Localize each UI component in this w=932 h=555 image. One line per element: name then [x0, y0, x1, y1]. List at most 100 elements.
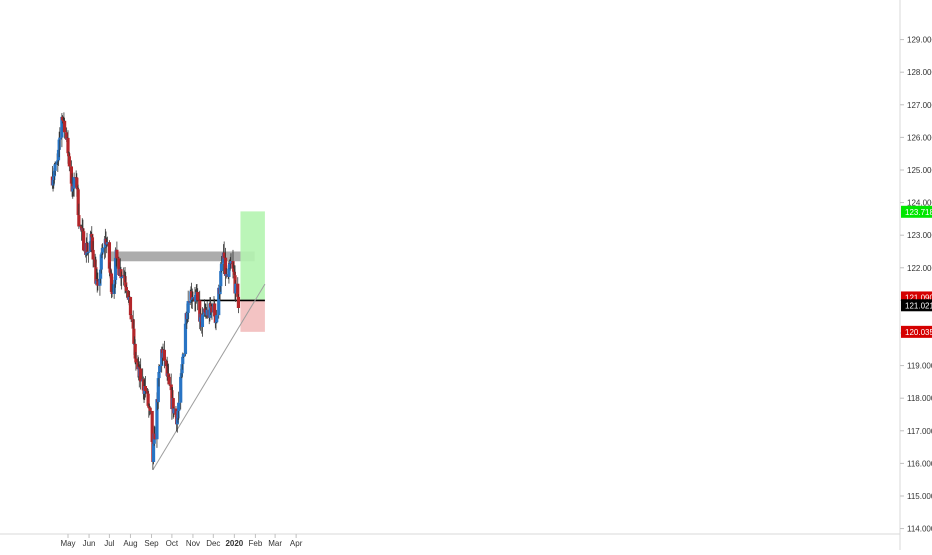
- candle-body: [91, 249, 95, 260]
- candle-body: [215, 315, 219, 323]
- candle-body: [129, 315, 133, 320]
- candle: [139, 358, 143, 390]
- candle: [143, 376, 148, 398]
- candle-body: [236, 283, 240, 297]
- candle: [129, 314, 133, 323]
- candle: [219, 255, 224, 273]
- candle-body: [223, 257, 228, 276]
- candle-body: [162, 349, 167, 361]
- candle-body: [75, 177, 79, 188]
- candle: [110, 283, 114, 298]
- candle: [95, 269, 99, 293]
- candle-body: [222, 252, 226, 260]
- candle-body: [185, 312, 190, 320]
- candle-body: [132, 328, 136, 344]
- candle: [67, 152, 71, 172]
- candle: [91, 241, 95, 268]
- candle-body: [124, 282, 128, 288]
- candle-body: [136, 362, 140, 370]
- candle: [77, 203, 81, 229]
- candle-body: [124, 287, 128, 291]
- y-tick-label: 122.000: [907, 264, 932, 273]
- price-label-text: 123.718: [905, 208, 932, 217]
- take-profit-zone[interactable]: [240, 211, 265, 300]
- candle: [93, 253, 97, 268]
- candle-body: [183, 323, 188, 355]
- candle: [134, 352, 138, 371]
- candle: [82, 228, 86, 252]
- candle-body: [218, 286, 222, 295]
- candle: [128, 296, 133, 316]
- x-tick-label: May: [60, 539, 75, 548]
- candle: [200, 307, 205, 337]
- candle-body: [214, 322, 218, 324]
- candle-body: [208, 303, 212, 318]
- candle-body: [153, 433, 157, 440]
- candle-body: [81, 228, 85, 232]
- candle-body: [95, 279, 99, 282]
- candle-body: [200, 314, 205, 328]
- candle-body: [213, 303, 217, 317]
- candle-body: [104, 238, 108, 244]
- candle: [208, 297, 212, 322]
- candle: [98, 266, 103, 284]
- candle: [190, 288, 194, 310]
- candle-body: [58, 137, 62, 140]
- candle: [57, 131, 61, 158]
- candle-body: [179, 376, 183, 403]
- candle: [115, 241, 119, 269]
- candle-body: [60, 116, 64, 138]
- candle-body: [120, 276, 124, 279]
- candle-body: [51, 180, 55, 186]
- candle-body: [145, 391, 150, 394]
- candle-body: [196, 291, 200, 301]
- candle-body: [63, 120, 67, 133]
- candle: [210, 302, 214, 320]
- candle-body: [117, 258, 121, 275]
- candle-body: [203, 308, 207, 313]
- candle-body: [61, 120, 65, 122]
- candle-body: [60, 116, 65, 121]
- candle: [171, 397, 175, 419]
- candle: [120, 271, 124, 290]
- candle-body: [217, 287, 221, 316]
- candle-body: [190, 298, 194, 300]
- y-tick-label: 119.000: [907, 362, 932, 371]
- candle: [151, 441, 156, 465]
- candle: [53, 161, 57, 176]
- candle-body: [194, 295, 198, 302]
- candle-body: [113, 257, 118, 280]
- y-tick-label: 123.000: [907, 231, 932, 240]
- candles-layer: [50, 112, 241, 470]
- price-label-text: 121.021: [905, 301, 932, 310]
- candle: [153, 426, 157, 440]
- candle: [196, 288, 200, 311]
- candle-body: [56, 149, 61, 161]
- candle-body: [219, 271, 223, 287]
- y-tick-label: 115.000: [907, 492, 932, 501]
- candle-body: [96, 281, 100, 286]
- candle: [234, 280, 238, 302]
- candle-body: [139, 368, 143, 382]
- candle-body: [99, 254, 103, 270]
- candle-body: [179, 373, 183, 377]
- x-tick-label: Nov: [186, 539, 200, 548]
- candle-body: [232, 271, 236, 276]
- x-tick-label: Dec: [206, 539, 220, 548]
- candle-body: [57, 139, 61, 150]
- time-axis[interactable]: May Jun Jul Aug Sep Oct Nov Dec 2020 Feb Mar Apr: [60, 534, 303, 548]
- candle-body: [158, 366, 162, 373]
- candle-body: [103, 247, 107, 249]
- trendline[interactable]: [152, 283, 266, 471]
- y-tick-label: 118.000: [907, 394, 932, 403]
- candle-body: [229, 261, 233, 264]
- x-tick-label: Jul: [104, 539, 114, 548]
- candle: [229, 253, 233, 265]
- resistance-zone[interactable]: [109, 251, 255, 262]
- price-axis[interactable]: 114.000 115.000 116.000 117.000 118.000 119.0…: [900, 36, 932, 534]
- candle-body: [115, 249, 119, 259]
- candle-body: [90, 237, 95, 250]
- candle-body: [112, 284, 116, 294]
